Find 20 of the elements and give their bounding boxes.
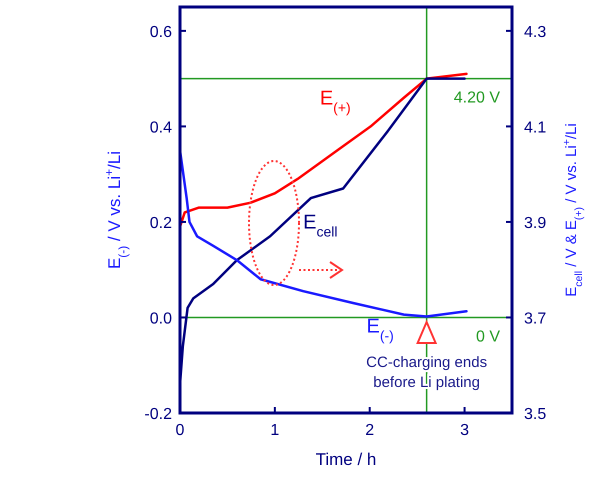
series-label: E$_{(-)}$ bbox=[366, 316, 394, 344]
y-tick-label: 0.2 bbox=[150, 214, 172, 232]
y-tick-label: 0.4 bbox=[150, 119, 172, 136]
y-tick-label: 0.0 bbox=[150, 310, 172, 328]
y-tick-label: -0.2 bbox=[144, 406, 172, 423]
y2-tick-label: 3.5 bbox=[524, 406, 546, 423]
ref-line-label: 4.20 V bbox=[454, 90, 500, 107]
y-tick-label: 0.6 bbox=[150, 24, 172, 41]
y2-tick-label: 4.3 bbox=[524, 24, 546, 41]
ref-line-label: 0 V bbox=[476, 328, 500, 346]
series-label: E$_{(+)}$ bbox=[320, 87, 351, 116]
y2-tick-label: 4.1 bbox=[524, 119, 546, 136]
series-label: E$_{cell}$ bbox=[303, 212, 338, 240]
y2-tick-label: 3.9 bbox=[524, 214, 546, 232]
y2-tick-label: 3.7 bbox=[524, 310, 546, 328]
x-tick-label: 1 bbox=[270, 422, 280, 439]
x-tick-label: 3 bbox=[460, 422, 470, 439]
x-tick-label: 0 bbox=[176, 422, 185, 439]
x-axis-title: Time / h bbox=[316, 450, 376, 469]
x-tick-label: 2 bbox=[365, 422, 374, 439]
